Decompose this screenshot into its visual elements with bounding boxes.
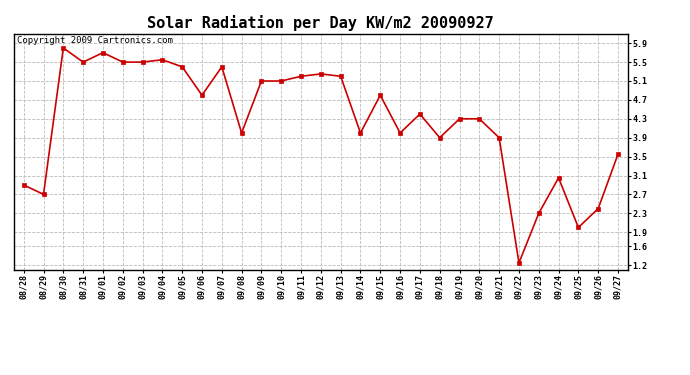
Text: Copyright 2009 Cartronics.com: Copyright 2009 Cartronics.com bbox=[17, 36, 172, 45]
Title: Solar Radiation per Day KW/m2 20090927: Solar Radiation per Day KW/m2 20090927 bbox=[148, 15, 494, 31]
